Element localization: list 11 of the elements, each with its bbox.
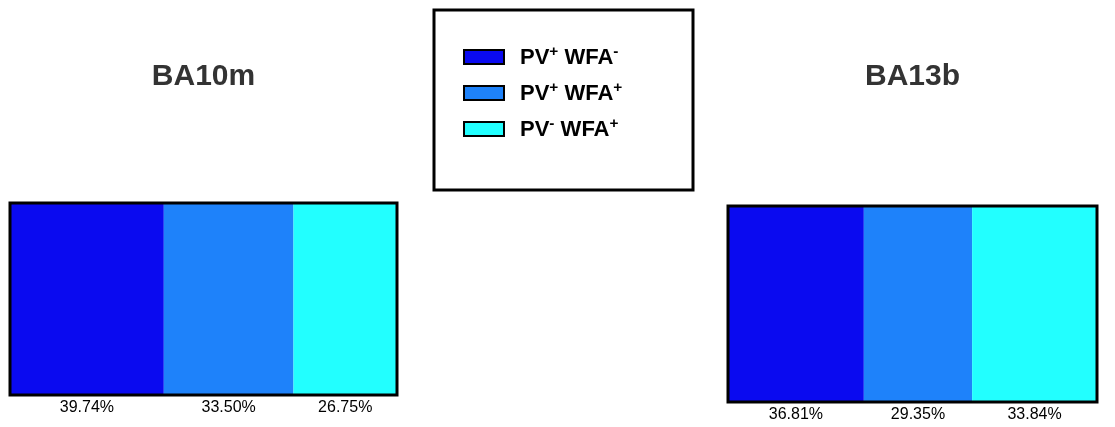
data-label: 26.75%	[318, 398, 373, 415]
legend-label: PV$^{-}$ WFA$^{+}$	[520, 113, 619, 141]
data-label: 36.81%	[768, 405, 824, 422]
chart-title: BA13b	[864, 58, 961, 91]
data-label: 29.35%	[890, 405, 946, 422]
data-label: 33.50%	[201, 398, 256, 415]
data-label: 39.74%	[59, 398, 115, 415]
legend-label: PV$^{+}$ WFA$^{+}$	[520, 77, 623, 105]
text: PV$^{+}$ WFA$^{-}$	[520, 41, 619, 69]
data-label: 33.84%	[1007, 405, 1062, 422]
chart-title: BA10m	[151, 58, 256, 91]
